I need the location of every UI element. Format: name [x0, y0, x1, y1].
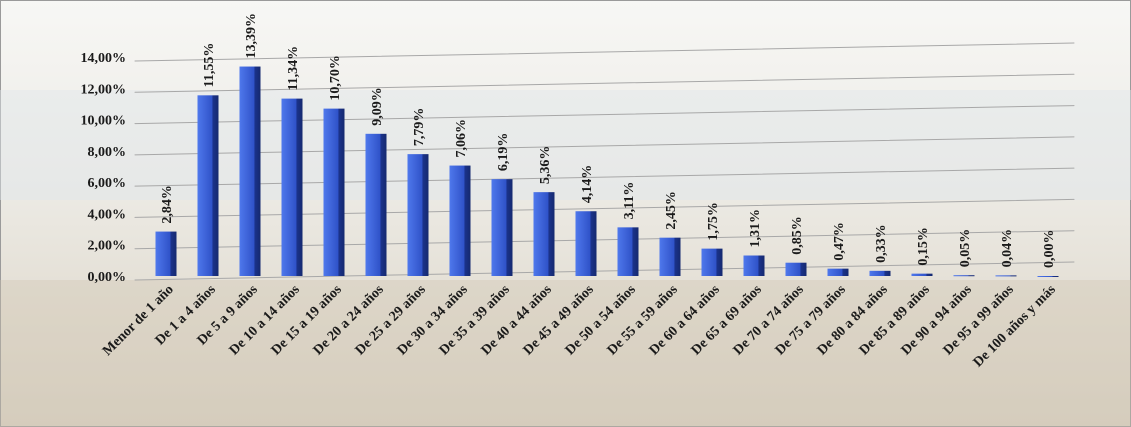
bar	[911, 273, 933, 276]
bar	[449, 165, 471, 276]
value-label: 2,84%	[160, 185, 175, 224]
bar	[197, 95, 219, 276]
bar	[659, 237, 681, 276]
bar	[995, 275, 1017, 277]
value-label: 0,04%	[1000, 229, 1015, 268]
grid-line	[134, 42, 1075, 62]
value-label: 0,00%	[1042, 230, 1057, 269]
y-tick-label: 12,00%	[81, 82, 127, 97]
bar	[281, 98, 303, 276]
y-tick-label: 0,00%	[88, 270, 127, 285]
value-label: 13,39%	[244, 13, 259, 59]
value-label: 10,70%	[328, 55, 343, 101]
bar	[827, 268, 849, 276]
y-tick-label: 6,00%	[88, 176, 127, 191]
value-label: 5,36%	[538, 146, 553, 185]
y-tick-label: 2,00%	[88, 239, 127, 254]
value-label: 1,75%	[706, 202, 721, 241]
grid-line	[134, 73, 1075, 93]
y-tick-label: 10,00%	[81, 114, 127, 129]
background-photo-tint	[0, 280, 1131, 427]
value-label: 7,06%	[454, 119, 469, 158]
bar	[365, 133, 387, 276]
bar	[491, 179, 513, 276]
value-label: 11,55%	[202, 43, 217, 88]
grid-line	[134, 261, 1075, 281]
bar	[869, 270, 891, 276]
y-tick-label: 8,00%	[88, 145, 127, 160]
value-label: 0,15%	[916, 227, 931, 266]
bar	[701, 248, 723, 276]
value-label: 0,05%	[958, 229, 973, 268]
bar	[407, 154, 429, 276]
value-label: 9,09%	[370, 87, 385, 126]
value-label: 6,19%	[496, 133, 511, 172]
value-label: 0,47%	[832, 222, 847, 261]
y-tick-label: 14,00%	[81, 51, 127, 66]
value-label: 7,79%	[412, 108, 427, 147]
bar	[323, 108, 345, 276]
value-label: 0,33%	[874, 224, 889, 263]
value-label: 11,34%	[286, 46, 301, 91]
bar	[155, 231, 177, 276]
y-tick-label: 4,00%	[88, 207, 127, 222]
bar	[743, 255, 765, 276]
bar	[617, 227, 639, 276]
bar	[239, 66, 261, 276]
value-label: 3,11%	[622, 182, 637, 220]
bar	[575, 211, 597, 276]
bar	[533, 192, 555, 276]
value-label: 2,45%	[664, 191, 679, 230]
bar	[1037, 276, 1059, 277]
background-photo-tint	[0, 90, 1131, 200]
value-label: 0,85%	[790, 216, 805, 255]
bar	[785, 262, 807, 276]
value-label: 1,31%	[748, 209, 763, 248]
bar	[953, 275, 975, 277]
value-label: 4,14%	[580, 165, 595, 204]
